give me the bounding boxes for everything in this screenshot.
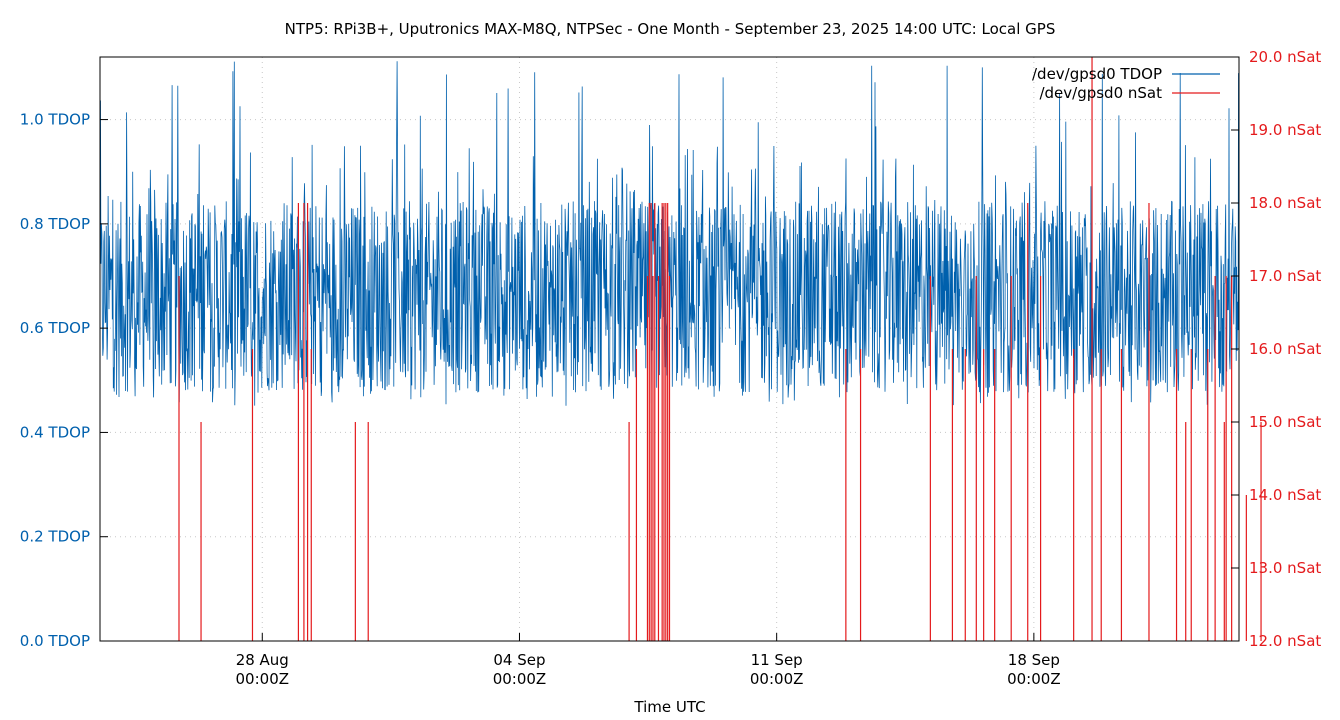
legend-label: /dev/gpsd0 TDOP [1032, 65, 1162, 83]
x-tick-label: 18 Sep [1008, 651, 1060, 669]
left-axis-ticks: 0.0 TDOP 0.2 TDOP 0.4 TDOP 0.6 TDOP 0.8 TDOP… [20, 111, 108, 650]
right-tick-label: 12.0 nSat [1249, 632, 1321, 650]
right-tick-label: 19.0 nSat [1249, 121, 1321, 139]
x-tick-label-time: 00:00Z [236, 670, 290, 688]
right-tick-label: 16.0 nSat [1249, 340, 1321, 358]
x-tick-label-time: 00:00Z [1007, 670, 1061, 688]
left-tick-label: 0.4 TDOP [20, 423, 90, 441]
nsat-series [100, 57, 1262, 642]
x-tick-label: 11 Sep [751, 651, 803, 669]
right-tick-label: 13.0 nSat [1249, 559, 1321, 577]
left-tick-label: 0.6 TDOP [20, 319, 90, 337]
x-tick-label-time: 00:00Z [750, 670, 804, 688]
left-tick-label: 0.2 TDOP [20, 528, 90, 546]
left-tick-label: 1.0 TDOP [20, 111, 90, 129]
right-tick-label: 17.0 nSat [1249, 267, 1321, 285]
x-tick-label: 28 Aug [236, 651, 289, 669]
right-tick-label: 18.0 nSat [1249, 194, 1321, 212]
legend-label: /dev/gpsd0 nSat [1039, 84, 1162, 102]
right-axis-ticks: 12.0 nSat 13.0 nSat 14.0 nSat 15.0 nSat 16.0… [1231, 48, 1321, 650]
right-tick-label: 14.0 nSat [1249, 486, 1321, 504]
x-tick-label: 04 Sep [493, 651, 545, 669]
x-axis-label: Time UTC [633, 698, 705, 716]
right-tick-label: 20.0 nSat [1249, 48, 1321, 66]
legend: /dev/gpsd0 TDOP/dev/gpsd0 nSat [1032, 65, 1220, 102]
left-tick-label: 0.0 TDOP [20, 632, 90, 650]
chart-title: NTP5: RPi3B+, Uputronics MAX-M8Q, NTPSec… [285, 20, 1056, 38]
left-tick-label: 0.8 TDOP [20, 215, 90, 233]
x-tick-label-time: 00:00Z [493, 670, 547, 688]
right-tick-label: 15.0 nSat [1249, 413, 1321, 431]
